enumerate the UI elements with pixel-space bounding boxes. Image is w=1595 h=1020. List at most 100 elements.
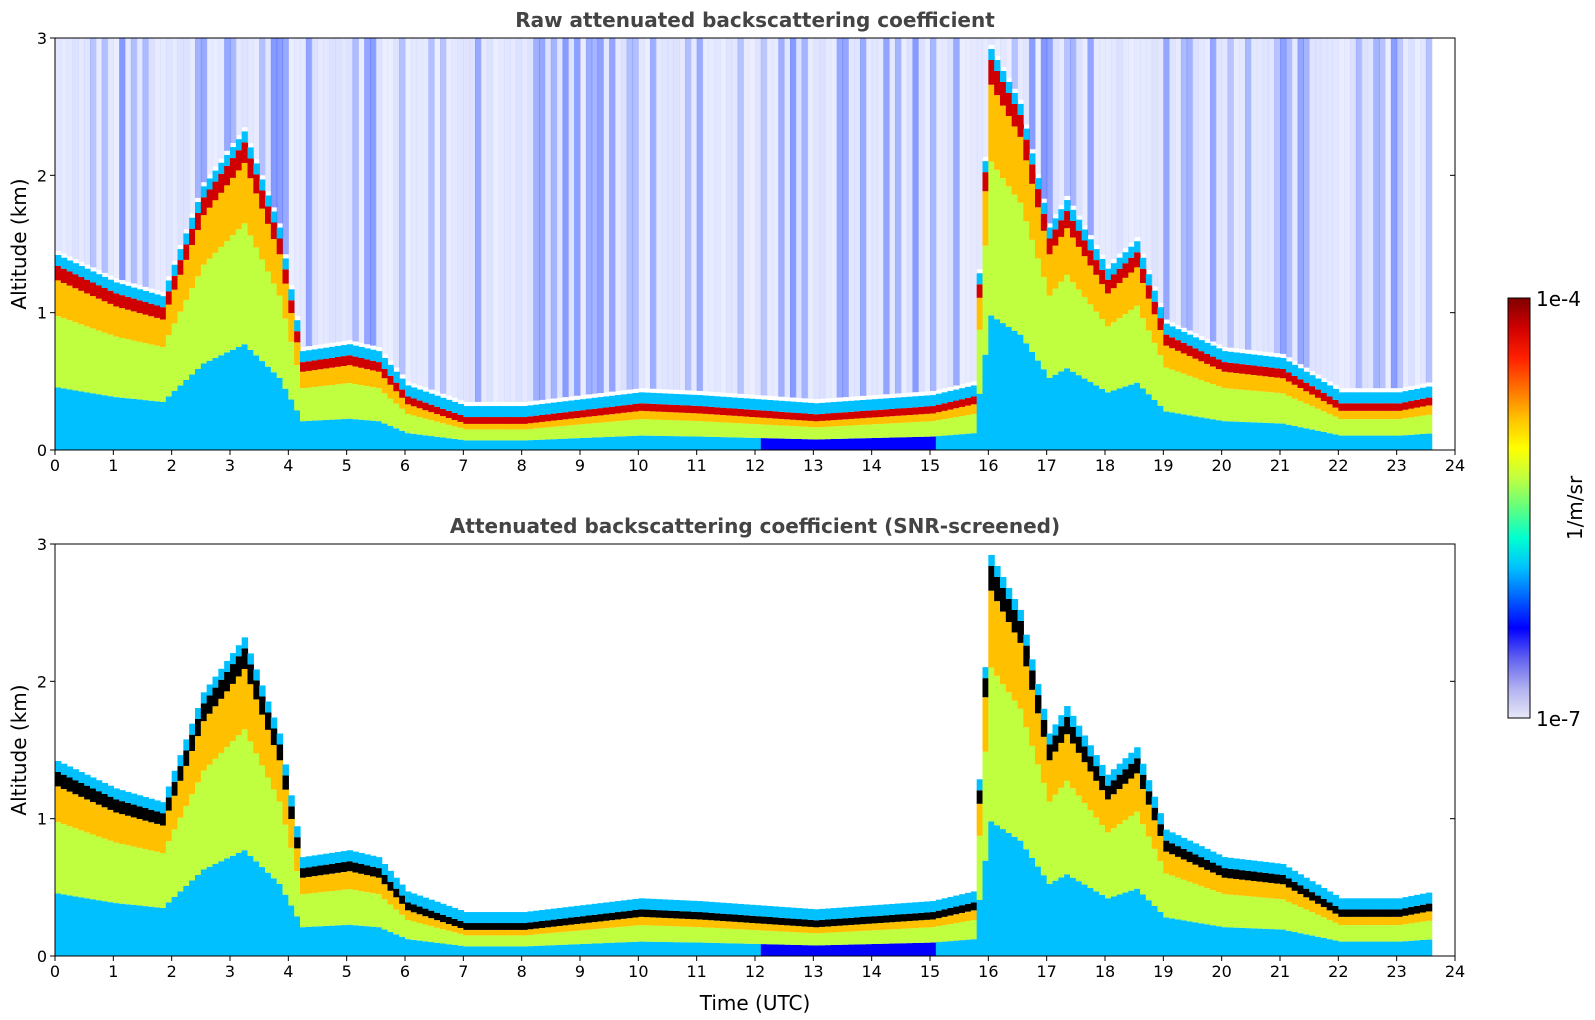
- heat-cell: [1367, 38, 1374, 389]
- heat-cell: [1425, 397, 1433, 406]
- heat-cell: [1105, 392, 1112, 450]
- heat-cell: [1000, 323, 1007, 450]
- heat-cell: [177, 755, 184, 767]
- heat-cell: [778, 931, 785, 945]
- heat-cell: [1140, 283, 1147, 319]
- heat-cell: [685, 394, 692, 406]
- heat-cell: [848, 931, 855, 945]
- heat-cell: [224, 858, 231, 956]
- heat-cell: [1052, 245, 1059, 289]
- heat-cell: [125, 285, 132, 297]
- heat-cell: [300, 877, 307, 895]
- heat-cell: [720, 913, 727, 922]
- heat-cell: [282, 258, 289, 270]
- heat-cell: [539, 439, 546, 450]
- heat-cell: [72, 828, 79, 897]
- heat-cell: [265, 872, 272, 956]
- heat-cell: [1256, 928, 1264, 956]
- heat-cell: [568, 924, 575, 932]
- heat-cell: [848, 438, 855, 450]
- heat-cell: [930, 912, 937, 920]
- heat-cell: [959, 894, 966, 906]
- heat-cell: [1110, 274, 1118, 289]
- heat-cell: [1052, 735, 1059, 752]
- heat-cell: [1425, 920, 1433, 940]
- heat-cell: [1029, 745, 1036, 858]
- heat-cell: [1373, 909, 1380, 917]
- heat-cell: [842, 438, 849, 450]
- heat-cell: [200, 721, 208, 771]
- heat-cell: [66, 777, 74, 792]
- heat-cell: [259, 190, 266, 209]
- heat-cell: [486, 423, 494, 430]
- heat-cell: [1011, 609, 1019, 633]
- heat-cell: [1122, 252, 1129, 264]
- heat-cell: [113, 397, 120, 450]
- heat-cell: [130, 846, 138, 905]
- heat-cell: [1420, 406, 1427, 416]
- heat-cell: [1297, 427, 1304, 450]
- heat-cell: [900, 903, 908, 915]
- heat-cell: [218, 173, 225, 193]
- heat-cell: [743, 929, 750, 944]
- heat-cell: [976, 297, 984, 330]
- heat-cell: [720, 921, 727, 929]
- heat-cell: [1099, 269, 1106, 285]
- heat-cell: [1390, 392, 1398, 404]
- heat-cell: [235, 656, 243, 677]
- heat-cell: [1425, 939, 1433, 956]
- heat-cell: [1245, 38, 1252, 350]
- heat-cell: [486, 929, 494, 936]
- heat-cell: [1075, 736, 1083, 753]
- heat-cell: [60, 268, 68, 284]
- heat-cell: [504, 429, 511, 441]
- heat-cell: [562, 38, 569, 398]
- heat-cell: [1385, 916, 1392, 926]
- heat-cell: [778, 438, 785, 450]
- heat-cell: [90, 788, 97, 803]
- heat-cell: [772, 425, 779, 439]
- heat-cell: [60, 38, 68, 254]
- heat-cell: [457, 927, 464, 934]
- heat-cell: [1280, 874, 1287, 885]
- heat-cell: [247, 855, 254, 956]
- heat-cell: [731, 423, 739, 438]
- heat-cell: [1017, 202, 1024, 335]
- heat-cell: [685, 942, 692, 956]
- heat-cell: [982, 751, 989, 861]
- heat-cell: [1344, 916, 1351, 926]
- heat-cell: [259, 208, 266, 260]
- heat-cell: [1023, 645, 1030, 667]
- heat-cell: [1280, 899, 1287, 930]
- heat-cell: [655, 899, 663, 911]
- heat-cell: [550, 413, 558, 421]
- heat-cell: [790, 932, 797, 945]
- heat-cell: [1140, 824, 1147, 895]
- heat-cell: [784, 931, 791, 945]
- heat-cell: [171, 264, 179, 276]
- heat-cell: [1350, 435, 1357, 450]
- heat-cell: [1420, 433, 1427, 450]
- heat-cell: [288, 819, 295, 848]
- heat-cell: [1087, 888, 1094, 956]
- heat-cell: [1163, 851, 1170, 874]
- heat-cell: [119, 337, 126, 398]
- heat-cell: [620, 38, 628, 391]
- panel2-axes: 0 1 2 3 4 5 6 7 8 9 10 11 12 13 14 15 16 17 18 19 20 21 22 23 24…: [37, 535, 1465, 981]
- heat-cell: [906, 902, 914, 914]
- heat-cell: [585, 943, 593, 956]
- heat-cell: [702, 919, 709, 928]
- heat-cell: [1291, 364, 1299, 376]
- heat-cell: [790, 38, 797, 398]
- heat-cell: [78, 796, 85, 831]
- heat-cell: [854, 411, 861, 419]
- heat-cell: [259, 259, 266, 362]
- heat-cell: [708, 395, 715, 407]
- heat-cell: [1093, 260, 1100, 275]
- heat-cell: [1081, 256, 1089, 297]
- heat-cell: [702, 413, 709, 422]
- heat-cell: [1145, 285, 1153, 299]
- heat-cell: [690, 413, 698, 421]
- heat-cell: [1239, 353, 1246, 365]
- heat-cell: [655, 917, 663, 926]
